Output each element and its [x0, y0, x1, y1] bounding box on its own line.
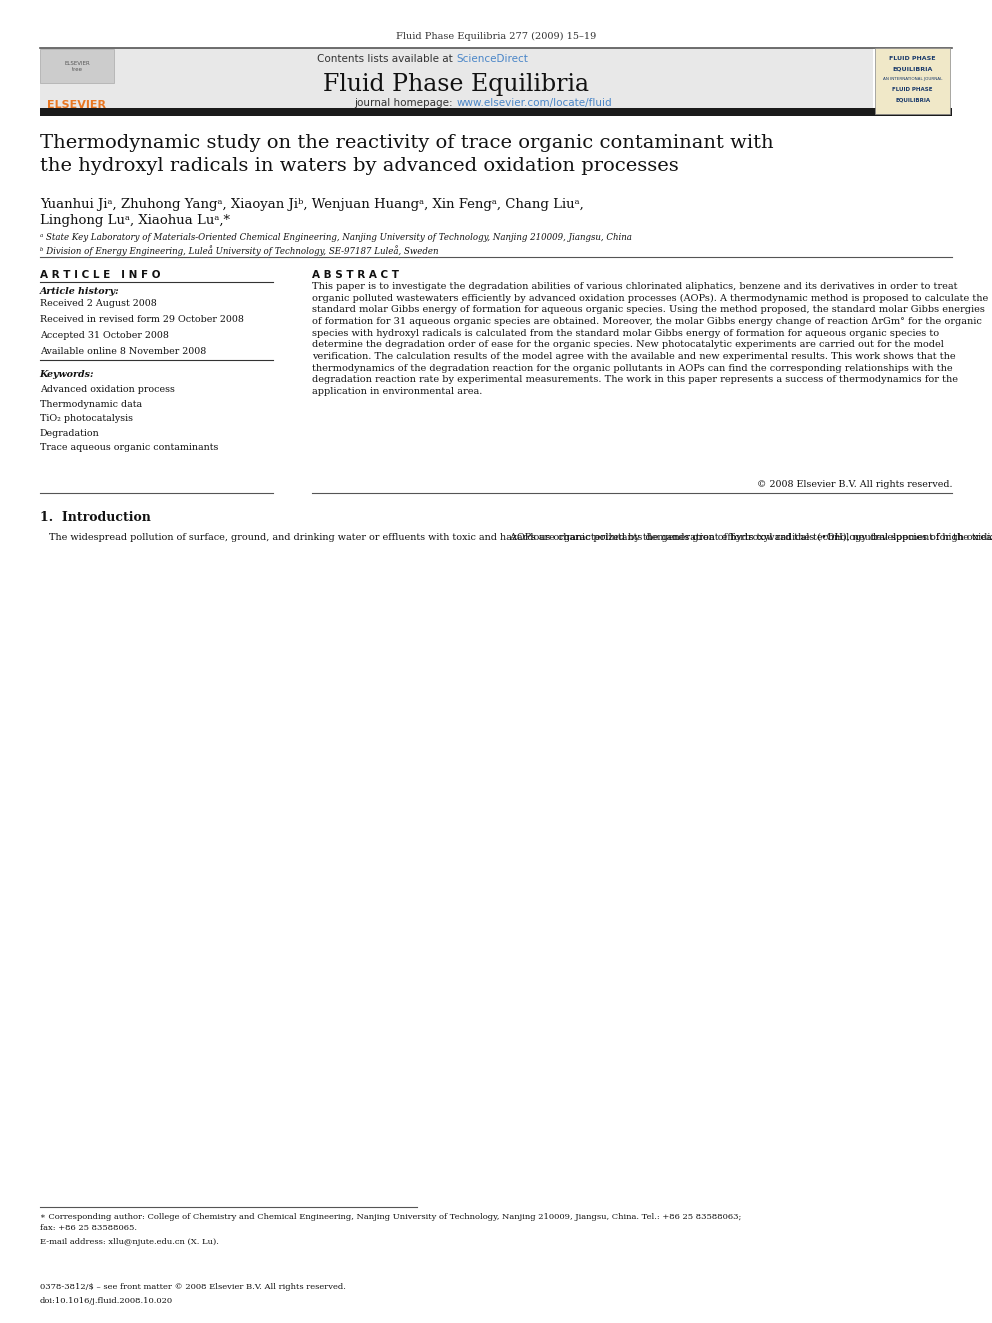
- Text: journal homepage:: journal homepage:: [354, 98, 456, 108]
- Text: ᵃ State Key Laboratory of Materials-Oriented Chemical Engineering, Nanjing Unive: ᵃ State Key Laboratory of Materials-Orie…: [40, 233, 632, 242]
- Text: Advanced oxidation process: Advanced oxidation process: [40, 385, 175, 394]
- Text: ∗ Corresponding author: College of Chemistry and Chemical Engineering, Nanjing U: ∗ Corresponding author: College of Chemi…: [40, 1213, 741, 1232]
- Text: Linghong Luᵃ, Xiaohua Luᵃ,*: Linghong Luᵃ, Xiaohua Luᵃ,*: [40, 214, 230, 228]
- Text: E-mail address: xllu@njute.edu.cn (X. Lu).: E-mail address: xllu@njute.edu.cn (X. Lu…: [40, 1238, 218, 1246]
- Text: Keywords:: Keywords:: [40, 370, 94, 380]
- Text: A B S T R A C T: A B S T R A C T: [312, 270, 400, 280]
- Text: A R T I C L E   I N F O: A R T I C L E I N F O: [40, 270, 160, 280]
- Text: The widespread pollution of surface, ground, and drinking water or effluents wit: The widespread pollution of surface, gro…: [40, 533, 992, 542]
- Text: TiO₂ photocatalysis: TiO₂ photocatalysis: [40, 414, 133, 423]
- Text: Fluid Phase Equilibria: Fluid Phase Equilibria: [323, 73, 589, 95]
- Text: Received 2 August 2008: Received 2 August 2008: [40, 299, 157, 308]
- Text: www.elsevier.com/locate/fluid: www.elsevier.com/locate/fluid: [456, 98, 612, 108]
- Text: Yuanhui Jiᵃ, Zhuhong Yangᵃ, Xiaoyan Jiᵇ, Wenjuan Huangᵃ, Xin Fengᵃ, Chang Liuᵃ,: Yuanhui Jiᵃ, Zhuhong Yangᵃ, Xiaoyan Jiᵇ,…: [40, 198, 583, 212]
- Text: ELSEVIER: ELSEVIER: [48, 99, 106, 110]
- Text: Thermodynamic data: Thermodynamic data: [40, 400, 142, 409]
- Text: ᵇ Division of Energy Engineering, Luleå University of Technology, SE-97187 Luleå: ᵇ Division of Energy Engineering, Luleå …: [40, 245, 438, 255]
- FancyBboxPatch shape: [875, 48, 950, 114]
- Text: Trace aqueous organic contaminants: Trace aqueous organic contaminants: [40, 443, 218, 452]
- Text: FLUID PHASE: FLUID PHASE: [890, 56, 935, 61]
- Text: This paper is to investigate the degradation abilities of various chlorinated al: This paper is to investigate the degrada…: [312, 282, 989, 396]
- Text: 0378-3812/$ – see front matter © 2008 Elsevier B.V. All rights reserved.: 0378-3812/$ – see front matter © 2008 El…: [40, 1283, 345, 1291]
- Text: doi:10.1016/j.fluid.2008.10.020: doi:10.1016/j.fluid.2008.10.020: [40, 1297, 173, 1304]
- Text: Received in revised form 29 October 2008: Received in revised form 29 October 2008: [40, 315, 244, 324]
- Text: Article history:: Article history:: [40, 287, 119, 296]
- Text: AOPs are characterized by the generation of hydroxyl radicals (•OH), neutral spe: AOPs are characterized by the generation…: [501, 533, 992, 542]
- Text: AN INTERNATIONAL JOURNAL: AN INTERNATIONAL JOURNAL: [883, 77, 942, 81]
- FancyBboxPatch shape: [40, 108, 952, 116]
- Text: Contents lists available at: Contents lists available at: [317, 54, 456, 65]
- Text: ELSEVIER
tree: ELSEVIER tree: [64, 61, 89, 71]
- Text: Thermodynamic study on the reactivity of trace organic contaminant with
the hydr: Thermodynamic study on the reactivity of…: [40, 134, 774, 175]
- FancyBboxPatch shape: [40, 49, 114, 83]
- Text: Accepted 31 October 2008: Accepted 31 October 2008: [40, 331, 169, 340]
- Text: FLUID PHASE: FLUID PHASE: [893, 87, 932, 93]
- Text: Fluid Phase Equilibria 277 (2009) 15–19: Fluid Phase Equilibria 277 (2009) 15–19: [396, 32, 596, 41]
- Text: Available online 8 November 2008: Available online 8 November 2008: [40, 347, 206, 356]
- Text: © 2008 Elsevier B.V. All rights reserved.: © 2008 Elsevier B.V. All rights reserved…: [757, 480, 952, 490]
- Text: EQUILIBRIA: EQUILIBRIA: [893, 66, 932, 71]
- Text: EQUILIBRIA: EQUILIBRIA: [895, 98, 930, 103]
- Text: ScienceDirect: ScienceDirect: [456, 54, 528, 65]
- FancyBboxPatch shape: [40, 48, 873, 111]
- Text: 1.  Introduction: 1. Introduction: [40, 511, 151, 524]
- Text: Degradation: Degradation: [40, 429, 99, 438]
